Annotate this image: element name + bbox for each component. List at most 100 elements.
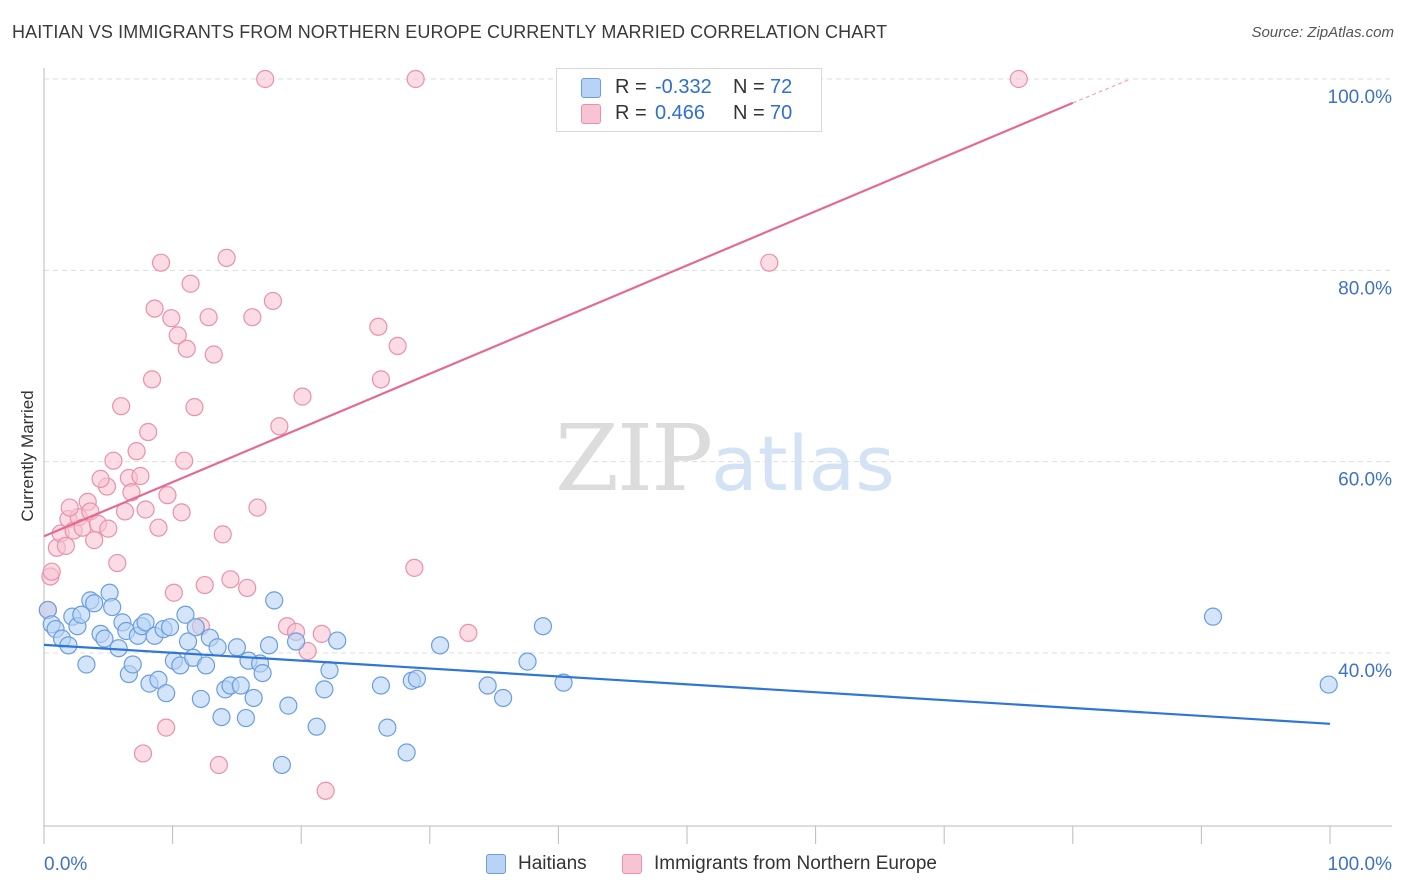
x-tick-label: 0.0%	[44, 854, 87, 875]
northern-europe-swatch	[581, 104, 601, 124]
haitians-point	[307, 717, 326, 736]
haitians-point	[253, 663, 272, 683]
haitians-point	[430, 636, 450, 655]
haitians-point	[378, 718, 397, 737]
haitians-point	[176, 605, 195, 624]
haitians-point	[494, 688, 513, 708]
y-axis-label: Currently Married	[18, 390, 37, 522]
northern-europe-point	[172, 503, 191, 522]
northern-europe-point	[145, 299, 164, 318]
northern-europe-point	[142, 370, 162, 389]
legend-label: Immigrants from Northern Europe	[654, 853, 937, 874]
haitians-swatch	[486, 854, 506, 874]
northern-europe-point	[388, 336, 407, 356]
northern-europe-point	[127, 442, 146, 461]
tick-labels: 40.0% 60.0% 80.0% 100.0% 0.0% 100.0%	[44, 87, 1392, 875]
haitians-point	[1203, 607, 1223, 626]
northern-europe-point	[371, 370, 391, 389]
haitians-point	[315, 680, 334, 699]
watermark-zip: ZIP	[555, 405, 713, 512]
northern-europe-point	[56, 536, 75, 555]
haitians-point	[196, 656, 216, 675]
northern-europe-swatch	[622, 854, 642, 874]
haitians-point	[149, 670, 168, 689]
haitians-point	[231, 676, 250, 695]
haitians-point	[554, 673, 573, 692]
haitians-trend-line	[43, 643, 1331, 725]
northern-europe-point	[270, 417, 289, 436]
haitians-point	[123, 655, 142, 674]
x-tick-label: 100.0%	[1328, 854, 1393, 875]
northern-europe-point	[256, 69, 275, 89]
northern-europe-point	[199, 308, 218, 327]
haitians-point	[244, 688, 263, 708]
haitians-point	[95, 629, 114, 648]
r-label: R =	[615, 76, 647, 98]
n-value: 70	[770, 102, 793, 124]
haitians-point	[407, 669, 427, 688]
haitians-point	[478, 676, 497, 695]
haitians-point	[72, 605, 91, 624]
northern-europe-point	[99, 519, 118, 538]
northern-europe-point	[238, 578, 257, 598]
haitians-point	[85, 594, 104, 613]
axes	[43, 68, 1392, 844]
northern-europe-point	[369, 317, 388, 336]
haitians-point	[186, 618, 205, 637]
northern-europe-point	[213, 525, 232, 544]
r-value: -0.332	[655, 76, 712, 98]
gridlines	[44, 78, 1392, 654]
watermark-atlas: atlas	[711, 419, 895, 508]
northern-europe-point	[112, 397, 131, 416]
haitians-point	[157, 684, 176, 703]
northern-europe-point	[459, 623, 478, 643]
haitians-swatch	[581, 78, 601, 98]
watermark: ZIPatlas	[555, 405, 895, 512]
y-tick-label: 100.0%	[1328, 87, 1393, 108]
northern-europe-point	[312, 624, 331, 643]
haitians-point	[212, 707, 231, 727]
northern-europe-point	[405, 558, 424, 577]
haitians-point	[272, 755, 292, 775]
haitians-point	[191, 689, 210, 709]
y-tick-label: 60.0%	[1338, 470, 1392, 491]
northern-europe-point	[60, 498, 79, 517]
legend-row-haitians: R = -0.332 N = 72	[557, 75, 821, 101]
series-northern-europe-points	[38, 69, 1028, 800]
legend-label: Haitians	[518, 853, 587, 874]
haitians-point	[1319, 675, 1338, 694]
northern-europe-point	[406, 69, 425, 89]
northern-europe-point	[1009, 69, 1028, 89]
northern-europe-point	[133, 744, 153, 763]
legend-row-northern-europe: R = 0.466 N = 70	[557, 101, 821, 127]
northern-europe-point	[162, 309, 181, 328]
northern-europe-point	[168, 326, 187, 345]
northern-europe-point	[204, 345, 223, 364]
haitians-point	[397, 743, 416, 762]
source-label: Source: ZipAtlas.com	[1251, 24, 1394, 41]
haitians-point	[320, 661, 339, 680]
northern-europe-point	[104, 451, 123, 470]
northern-europe-point	[42, 562, 61, 581]
chart-title: HAITIAN VS IMMIGRANTS FROM NORTHERN EURO…	[12, 22, 888, 42]
northern-europe-point	[158, 486, 177, 505]
haitians-point	[236, 708, 256, 728]
haitians-point	[259, 636, 279, 655]
northern-europe-trend-extension	[1072, 78, 1131, 104]
northern-europe-point	[131, 466, 150, 486]
series-haitians-points	[38, 583, 1338, 775]
r-label: R =	[615, 102, 647, 124]
haitians-point	[265, 591, 284, 610]
northern-europe-point	[263, 291, 283, 311]
haitians-point	[533, 617, 553, 636]
haitians-point	[279, 696, 298, 715]
haitians-point	[286, 632, 306, 651]
correlation-legend: R = -0.332 N = 72 R = 0.466 N = 70	[556, 68, 822, 132]
haitians-point	[518, 652, 537, 671]
northern-europe-point	[139, 422, 158, 442]
northern-europe-point	[85, 531, 104, 550]
northern-europe-point	[181, 274, 200, 293]
northern-europe-point	[157, 718, 176, 737]
n-label: N =	[733, 102, 765, 124]
